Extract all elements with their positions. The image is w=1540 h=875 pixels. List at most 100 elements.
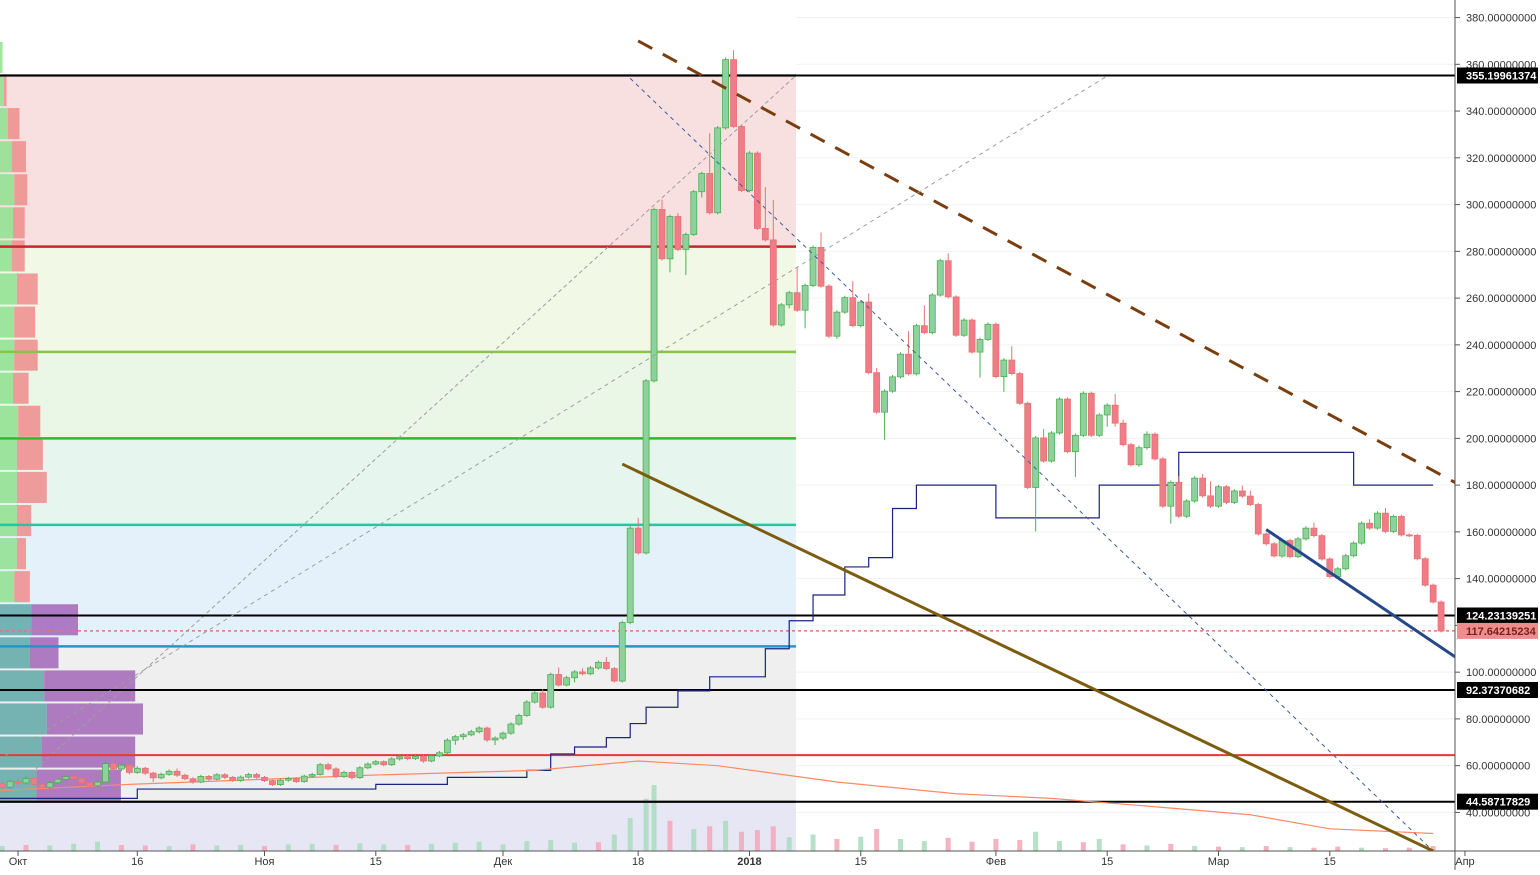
candle-body <box>133 767 141 773</box>
candle-body <box>523 701 531 716</box>
candle-body <box>70 776 78 779</box>
volume-bar <box>874 829 880 851</box>
profile-down-bar <box>41 736 136 768</box>
profile-down-bar <box>7 108 20 140</box>
candle-body <box>674 216 682 250</box>
volume-bar <box>357 843 363 851</box>
grid <box>796 17 1455 813</box>
volume-bar <box>1033 831 1039 851</box>
candle-body <box>1318 535 1326 560</box>
candle-body <box>602 661 610 670</box>
candle-body <box>94 781 101 787</box>
candle-body <box>841 297 849 313</box>
candle-body <box>1048 432 1055 462</box>
y-tick-label: 280.00000000 <box>1466 246 1536 258</box>
candle-body <box>754 152 761 229</box>
candle-body <box>1183 500 1191 517</box>
volume-bar <box>754 830 760 851</box>
profile-down-bar <box>11 141 26 173</box>
candle-body <box>459 734 467 738</box>
candle-body <box>1223 486 1230 503</box>
candle-body <box>1000 359 1008 378</box>
volume-bar <box>1168 843 1174 851</box>
profile-up-bar <box>0 604 32 636</box>
candle-body <box>1310 527 1318 537</box>
price-label-bg <box>1457 607 1538 624</box>
candle-body <box>332 768 340 778</box>
candle-body <box>1016 373 1024 404</box>
profile-down-bar <box>16 471 47 503</box>
volume-bar <box>1144 845 1150 851</box>
volume-bar <box>0 846 5 851</box>
candle-body <box>22 778 30 784</box>
volume-bar <box>723 820 729 851</box>
candle-body <box>992 323 1000 378</box>
candle-body <box>364 763 372 769</box>
candle-body <box>284 778 292 781</box>
candle-body <box>1159 458 1167 507</box>
candle-body <box>356 767 364 778</box>
x-tick-label: 2018 <box>737 856 761 868</box>
candle-body <box>372 761 380 765</box>
candle-body <box>54 778 62 784</box>
volume-bar <box>969 841 975 851</box>
candle-body <box>253 774 260 778</box>
volume-bar <box>739 831 744 851</box>
candle-body <box>658 209 666 260</box>
y-tick-label: 380.00000000 <box>1466 13 1536 25</box>
volume-bar <box>118 844 124 851</box>
candle-body <box>1175 481 1183 517</box>
volume-bar <box>548 840 554 851</box>
candle-body <box>610 668 618 682</box>
fib-zone <box>0 351 796 439</box>
candle-body <box>1231 490 1238 503</box>
y-tick-label: 240.00000000 <box>1466 340 1536 352</box>
profile-up-bar <box>0 637 30 669</box>
volume-bar <box>1430 846 1436 851</box>
candle-body <box>1167 481 1175 507</box>
profile-down-bar <box>44 670 136 702</box>
profile-up-bar <box>0 438 17 470</box>
candle-body <box>316 764 324 775</box>
candle-body <box>157 773 165 779</box>
volume-bar <box>1192 846 1198 851</box>
candle-body <box>1207 495 1214 507</box>
candle-body <box>1024 402 1032 488</box>
volume-bar <box>190 844 196 851</box>
profile-down-bar <box>3 74 7 107</box>
trendline[interactable] <box>629 77 1434 852</box>
candle-body <box>428 755 435 762</box>
candle-body <box>491 737 499 741</box>
price-label: 124.23139251 <box>1466 611 1536 623</box>
candle-body <box>1135 447 1143 466</box>
profile-up-bar <box>0 207 13 239</box>
volume-bar <box>707 826 713 851</box>
volume-bar <box>1359 847 1365 851</box>
candle-body <box>539 692 547 708</box>
price-label-bg <box>1457 793 1538 810</box>
x-tick-label: Мар <box>1208 856 1230 868</box>
volume-bar <box>166 846 172 851</box>
candle-body <box>865 301 873 374</box>
trendline[interactable] <box>621 462 1434 853</box>
candle-body <box>62 776 70 780</box>
horizontal-lines[interactable] <box>0 74 1455 803</box>
candle-body <box>1064 398 1071 453</box>
volume-bar <box>572 842 578 851</box>
y-tick-label: 140.00000000 <box>1466 574 1536 586</box>
candle-body <box>483 727 491 741</box>
trendline[interactable] <box>0 75 1108 802</box>
candle-body <box>976 339 984 353</box>
candle-body <box>1405 534 1413 537</box>
volume-bar <box>214 845 220 851</box>
profile-up-bar <box>0 108 8 140</box>
candle-body <box>276 779 284 786</box>
candle-body <box>269 780 276 786</box>
volume-bar <box>834 838 840 851</box>
candle-body <box>1151 433 1159 460</box>
candle-body <box>348 772 356 778</box>
candle-body <box>1127 444 1135 466</box>
